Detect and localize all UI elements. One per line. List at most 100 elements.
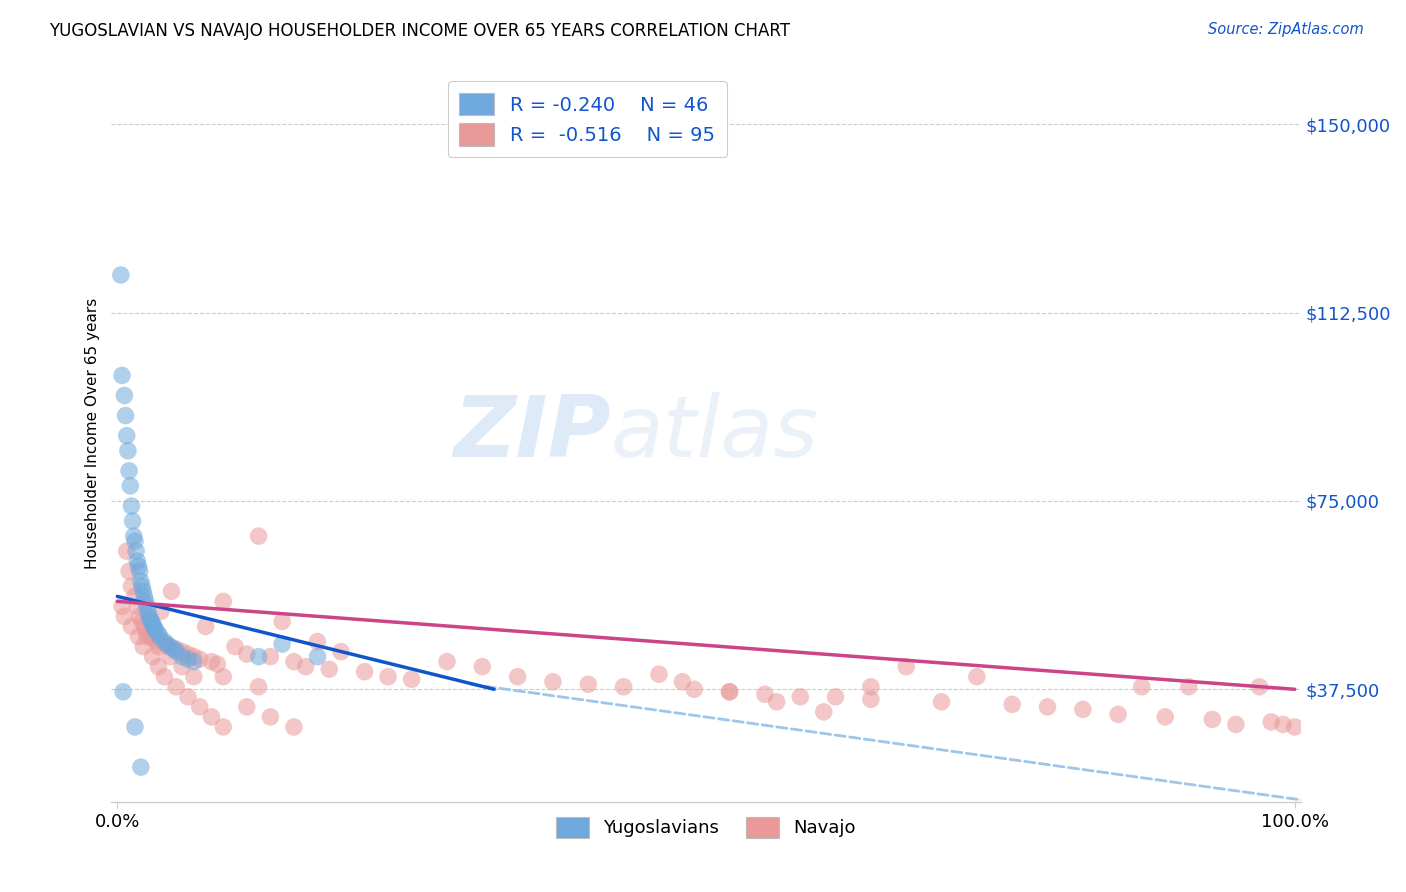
Point [115,428,138,442]
Point [143,622,166,636]
Point [135,594,157,608]
Point [1001,698,1024,712]
Point [129,574,152,589]
Point [236,699,259,714]
Point [1107,707,1129,722]
Point [138,609,160,624]
Point [718,685,741,699]
Point [1225,717,1247,731]
Point [506,670,529,684]
Point [683,682,706,697]
Point [259,710,281,724]
Point [183,649,205,664]
Point [170,659,193,673]
Point [118,464,141,478]
Point [120,619,142,633]
Text: atlas: atlas [610,392,818,475]
Point [146,634,169,648]
Point [110,268,132,282]
Point [136,604,159,618]
Point [1201,713,1223,727]
Point [541,674,564,689]
Point [200,710,222,724]
Point [307,634,329,648]
Point [224,640,246,654]
Point [1154,710,1177,724]
Point [134,619,156,633]
Point [111,368,134,383]
Point [135,630,157,644]
Point [153,634,176,648]
Point [576,677,599,691]
Point [148,640,170,654]
Point [194,619,217,633]
Point [112,685,135,699]
Point [128,559,150,574]
Point [247,529,270,543]
Point [149,604,172,618]
Point [259,649,281,664]
Point [120,579,142,593]
Point [307,649,329,664]
Point [824,690,846,704]
Point [1130,680,1153,694]
Point [139,630,162,644]
Point [118,564,141,578]
Point [613,680,636,694]
Point [129,760,152,774]
Point [401,672,423,686]
Point [212,594,235,608]
Point [131,615,153,629]
Point [145,624,167,639]
Point [648,667,671,681]
Point [789,690,811,704]
Point [131,579,153,593]
Point [931,695,953,709]
Point [212,670,235,684]
Point [1036,699,1059,714]
Point [142,632,165,646]
Text: Source: ZipAtlas.com: Source: ZipAtlas.com [1208,22,1364,37]
Point [1071,702,1094,716]
Point [153,637,176,651]
Point [765,695,787,709]
Point [120,479,142,493]
Point [114,409,136,423]
Point [200,655,222,669]
Point [128,564,150,578]
Point [163,642,186,657]
Point [134,590,156,604]
Point [177,652,200,666]
Point [294,659,316,673]
Point [271,615,294,629]
Point [377,670,399,684]
Point [115,544,138,558]
Point [671,674,693,689]
Point [111,599,134,614]
Point [139,612,162,626]
Point [188,699,211,714]
Point [966,670,988,684]
Point [125,544,148,558]
Point [128,630,150,644]
Point [135,624,157,639]
Point [159,649,181,664]
Text: ZIP: ZIP [453,392,610,475]
Point [330,645,353,659]
Point [121,514,143,528]
Point [124,720,146,734]
Point [141,615,163,629]
Point [813,705,835,719]
Point [1272,717,1295,731]
Point [170,649,193,664]
Point [170,645,193,659]
Point [128,609,150,624]
Point [212,720,235,734]
Point [127,554,149,568]
Point [1249,680,1271,694]
Point [156,637,179,651]
Point [247,680,270,694]
Point [124,534,146,549]
Point [247,649,270,664]
Point [353,665,375,679]
